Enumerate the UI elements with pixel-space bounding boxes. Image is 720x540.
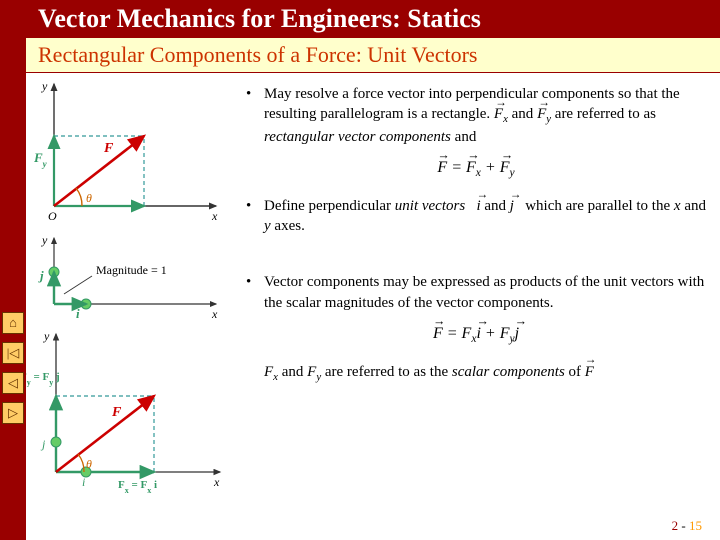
first-page-icon[interactable]: |◁ — [2, 342, 24, 364]
bullet-2-a: Define perpendicular — [264, 198, 395, 214]
svg-text:θ: θ — [86, 457, 92, 471]
svg-text:j: j — [40, 437, 46, 451]
bullet-1-term: rectangular vector components — [264, 129, 451, 145]
next-page-icon[interactable]: ▷ — [2, 402, 24, 424]
bullet-3: • Vector components may be expressed as … — [246, 272, 706, 313]
closing-term: scalar components — [452, 364, 565, 380]
svg-text:i: i — [76, 306, 80, 320]
home-icon[interactable]: ⌂ — [2, 312, 24, 334]
svg-text:Fy = Fy j: Fy = Fy j — [26, 371, 60, 387]
closing-and: and — [278, 364, 307, 380]
bullet-2: • Define perpendicular unit vectors i an… — [246, 196, 706, 237]
svg-text:x: x — [211, 307, 218, 320]
bullet-1-text-end: and — [455, 129, 477, 145]
inline-y: y — [264, 218, 271, 234]
svg-text:x: x — [213, 475, 220, 489]
page-subtitle: Rectangular Components of a Force: Unit … — [38, 42, 708, 68]
bullet-dot: • — [246, 196, 264, 237]
inline-x: x — [674, 198, 681, 214]
footer-sep: - — [678, 518, 689, 533]
closing-b: are referred to as the — [325, 364, 452, 380]
svg-text:Magnitude = 1: Magnitude = 1 — [96, 263, 167, 277]
figure-column: F Fy θ O x y i j Magnitude = 1 x — [26, 76, 236, 506]
nav-icon-group: ⌂ |◁ ◁ ▷ — [2, 312, 24, 424]
svg-text:y: y — [43, 329, 50, 343]
equation-1: F = Fx + Fy — [246, 157, 706, 182]
bullet-1: • May resolve a force vector into perpen… — [246, 84, 706, 147]
svg-text:Fx = Fx i: Fx = Fx i — [118, 479, 157, 494]
subtitle-band: Rectangular Components of a Force: Unit … — [26, 38, 720, 73]
left-sidebar — [0, 0, 26, 540]
closing-line: Fx and Fy are referred to as the scalar … — [246, 362, 706, 385]
bullet-3-text: Vector components may be expressed as pr… — [264, 272, 706, 313]
svg-text:y: y — [41, 79, 48, 93]
title-band: Vector Mechanics for Engineers: Statics — [26, 0, 720, 38]
bullet-2-term: unit vectors — [395, 198, 465, 214]
content-area: F Fy θ O x y i j Magnitude = 1 x — [26, 76, 720, 506]
figure-unit-vectors: i j Magnitude = 1 x y — [26, 232, 236, 320]
svg-text:θ: θ — [86, 191, 92, 205]
page-footer: 2 - 15 — [672, 518, 702, 534]
svg-text:i: i — [82, 475, 85, 489]
figure-force-components: F Fy θ O x y — [26, 76, 236, 226]
closing-c: of — [569, 364, 585, 380]
bullet-2-c: axes. — [274, 218, 304, 234]
bullet-1-text-mid: are referred to as — [555, 106, 656, 122]
inline-and-3: and — [681, 198, 706, 214]
equation-2: F = Fxi + Fyj — [246, 323, 706, 348]
inline-and-1: and — [508, 106, 537, 122]
bullet-dot: • — [246, 272, 264, 313]
svg-text:O: O — [48, 209, 57, 223]
svg-text:F: F — [111, 405, 122, 420]
svg-text:y: y — [41, 233, 48, 247]
prev-page-icon[interactable]: ◁ — [2, 372, 24, 394]
svg-text:Fy: Fy — [33, 150, 48, 169]
header: Vector Mechanics for Engineers: Statics … — [26, 0, 720, 73]
bullet-dot: • — [246, 84, 264, 147]
svg-text:j: j — [38, 268, 44, 283]
page-title: Vector Mechanics for Engineers: Statics — [38, 4, 708, 34]
bullet-2-b: which are parallel to the — [525, 198, 674, 214]
svg-text:F: F — [103, 141, 114, 156]
svg-text:x: x — [211, 209, 218, 223]
figure-scalar-components: F θ i j Fy = Fy j Fx = Fx i x y — [26, 326, 236, 494]
page-number: 15 — [689, 518, 702, 533]
text-column: • May resolve a force vector into perpen… — [246, 84, 706, 384]
